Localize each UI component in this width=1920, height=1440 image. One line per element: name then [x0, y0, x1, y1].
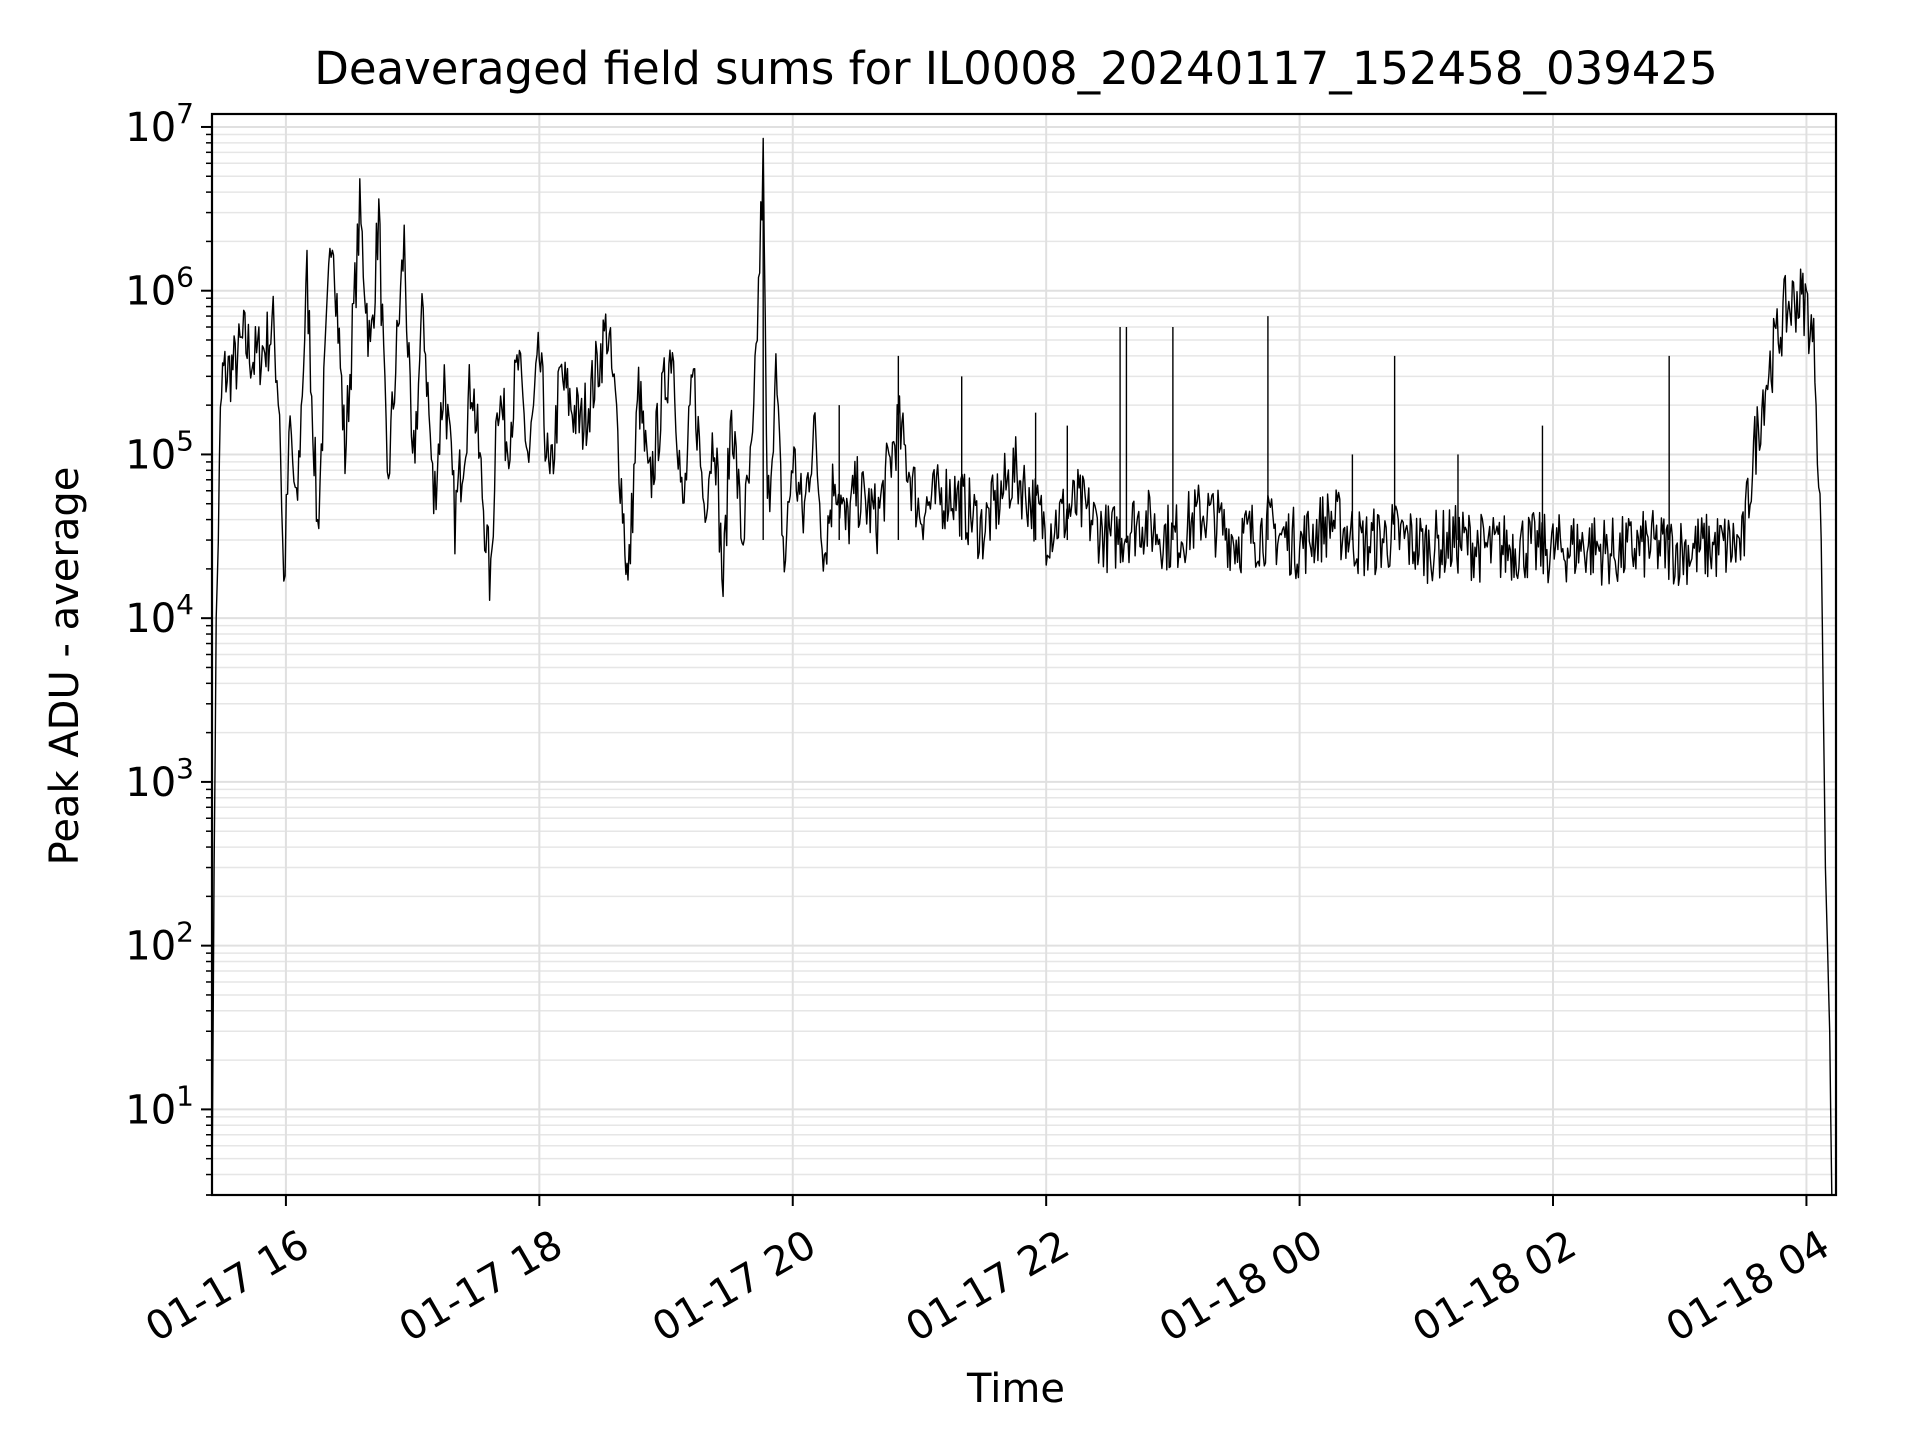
y-tick-label: 101 — [125, 1079, 194, 1133]
y-tick-label: 106 — [125, 261, 194, 315]
y-tick-label: 103 — [125, 752, 194, 806]
y-tick-label: 102 — [125, 916, 194, 970]
y-tick-label: 107 — [125, 97, 194, 151]
series-line — [211, 137, 1833, 1196]
y-tick-label: 105 — [125, 424, 194, 478]
x-axis-label: Time — [966, 1366, 1065, 1412]
axes-frame — [210, 112, 1838, 1197]
y-axis-label: Peak ADU - average — [42, 467, 88, 866]
chart-title: Deaveraged field sums for IL0008_2024011… — [314, 42, 1718, 95]
y-tick-label: 104 — [125, 588, 194, 642]
